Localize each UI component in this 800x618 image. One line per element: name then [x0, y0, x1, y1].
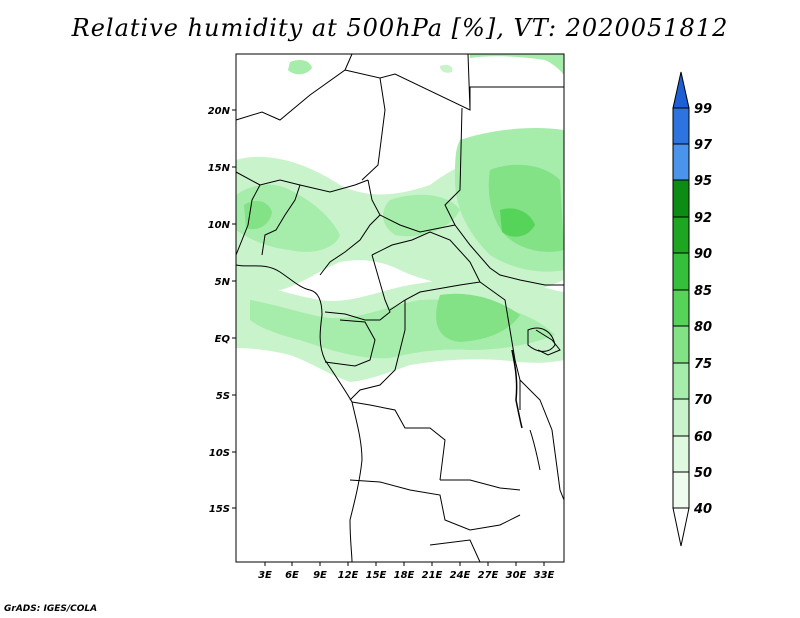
colorbar-segment	[672, 398, 690, 437]
colorbar-segment	[672, 362, 690, 400]
colorbar-label: 75	[694, 357, 712, 372]
colorbar-label: 80	[694, 320, 712, 335]
lon-label: 15E	[366, 570, 387, 581]
lat-label: 15S	[209, 504, 230, 515]
colorbar-segment	[672, 107, 690, 145]
lon-label: 24E	[450, 570, 471, 581]
colorbar-segment	[672, 325, 690, 364]
colorbar-label: 50	[694, 466, 712, 481]
lon-labels: 3E 6E 9E 12E 15E 18E 21E 24E 27E 30E 33E	[258, 570, 554, 581]
lon-label: 30E	[506, 570, 527, 581]
colorbar-label: 95	[694, 174, 712, 189]
lat-label: 5S	[216, 391, 230, 402]
colorbar-segment	[672, 143, 690, 181]
colorbar-label: 90	[694, 247, 712, 262]
colorbar-label: 60	[694, 430, 712, 445]
lon-label: 21E	[422, 570, 443, 581]
lon-label: 18E	[394, 570, 415, 581]
colorbar-segment	[672, 252, 690, 291]
colorbar-label: 92	[694, 211, 712, 226]
lat-labels: 20N 15N 10N 5N EQ 5S 10S 15S	[208, 106, 231, 515]
lat-label: 5N	[215, 277, 231, 288]
lon-label: 9E	[313, 570, 327, 581]
colorbar-labels: 99 97 95 92 90 85 80 75 70 60 50 40	[693, 102, 713, 517]
colorbar-label: 40	[693, 502, 712, 517]
lat-label: 10S	[209, 448, 230, 459]
map-frame	[235, 53, 565, 563]
colorbar-segment	[672, 435, 690, 473]
colorbar-top-triangle	[672, 71, 690, 109]
credit-label: GrADS: IGES/COLA	[4, 604, 98, 614]
lon-label: 6E	[285, 570, 299, 581]
colorbar-label: 97	[694, 138, 713, 153]
colorbar-bottom-triangle	[672, 507, 690, 547]
map-title: Relative humidity at 500hPa [%], VT: 202…	[71, 14, 729, 42]
colorbar-label: 99	[694, 102, 712, 117]
colorbar-label: 85	[694, 284, 712, 299]
country-borders	[235, 53, 565, 563]
colorbar-segment	[672, 471, 690, 509]
lon-label: 33E	[534, 570, 555, 581]
lat-label: 20N	[208, 106, 231, 117]
colorbar	[672, 71, 690, 547]
lon-label: 3E	[258, 570, 272, 581]
colorbar-segment	[672, 289, 690, 327]
lat-label: EQ	[215, 334, 231, 345]
colorbar-label: 70	[694, 393, 712, 408]
lat-label: 15N	[208, 163, 231, 174]
lon-label: 27E	[478, 570, 499, 581]
lat-label: 10N	[208, 220, 231, 231]
lon-label: 12E	[338, 570, 359, 581]
lat-ticks	[232, 109, 236, 509]
humidity-fill	[236, 54, 564, 382]
colorbar-segment	[672, 179, 690, 218]
lon-ticks	[264, 562, 545, 566]
colorbar-segment	[672, 216, 690, 254]
